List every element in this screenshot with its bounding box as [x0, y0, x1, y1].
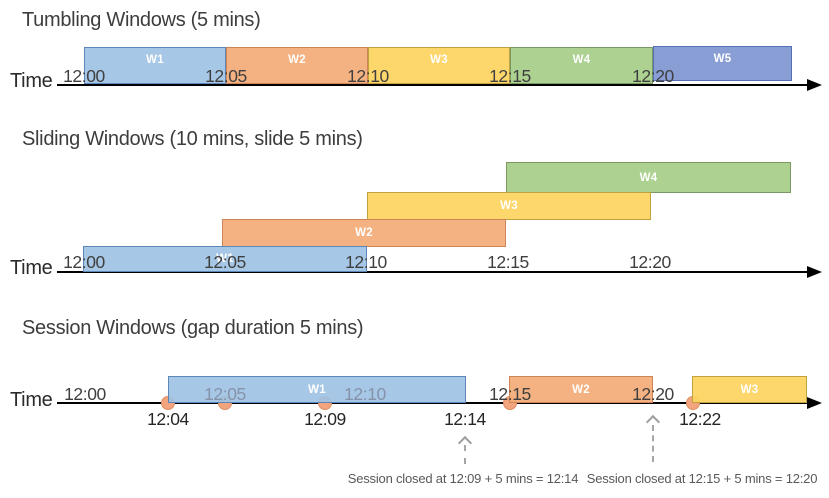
window-label: W1: [146, 54, 164, 66]
tumbling-tick: 12:20: [632, 66, 674, 86]
window-label: W3: [740, 383, 759, 396]
event-time-label: 12:22: [679, 409, 721, 429]
session-close-annotation-2: Session closed at 12:15 + 5 mins = 12:20: [586, 471, 818, 486]
tumbling-section-title: Tumbling Windows (5 mins): [22, 9, 261, 31]
dashed-callout-line: [464, 445, 466, 464]
window-label: W2: [288, 54, 306, 66]
sliding-time-axis-label: Time: [10, 257, 53, 279]
sliding-section-title: Sliding Windows (10 mins, slide 5 mins): [22, 128, 363, 150]
window-label: W3: [430, 54, 448, 66]
window-label: W5: [713, 53, 732, 65]
session-axis-arrowhead-icon: [807, 397, 822, 409]
tumbling-axis-arrowhead-icon: [807, 79, 822, 91]
sliding-tick: 12:00: [63, 252, 105, 272]
window-label: W2: [355, 227, 373, 239]
sliding-tick: 12:10: [345, 252, 387, 272]
event-time-label: 12:09: [304, 409, 346, 429]
sliding-tick: 12:15: [487, 252, 529, 272]
sliding-tick: 12:05: [204, 252, 246, 272]
session-window-w1: W1: [168, 376, 466, 403]
window-label: W4: [639, 171, 658, 184]
session-window-w3: W3: [692, 376, 807, 403]
session-time-axis: [57, 402, 809, 404]
session-tick: 12:05: [204, 384, 246, 404]
close-time-label: 12:14: [444, 409, 486, 429]
session-tick: 12:15: [489, 384, 531, 404]
session-close-annotation-1: Session closed at 12:09 + 5 mins = 12:14: [347, 471, 579, 486]
tumbling-tick: 12:00: [63, 66, 105, 86]
tumbling-window-w2: W2: [226, 47, 368, 84]
session-tick: 12:10: [344, 384, 386, 404]
window-label: W1: [308, 383, 326, 396]
sliding-window-w4: W4: [506, 162, 791, 193]
window-label: W4: [572, 54, 591, 66]
tumbling-tick: 12:15: [489, 66, 531, 86]
sliding-time-axis: [57, 271, 809, 273]
tumbling-window-w3: W3: [368, 47, 510, 84]
tumbling-tick: 12:10: [347, 66, 389, 86]
tumbling-window-w4: W4: [510, 47, 653, 84]
tumbling-window-w1: W1: [84, 47, 226, 84]
session-time-axis-label: Time: [10, 389, 53, 411]
window-label: W2: [572, 383, 590, 396]
sliding-tick: 12:20: [629, 252, 671, 272]
sliding-window-w2: W2: [222, 219, 506, 247]
tumbling-time-axis: [57, 84, 809, 86]
tumbling-time-axis-label: Time: [10, 70, 53, 92]
sliding-window-w3: W3: [367, 192, 651, 220]
session-tick: 12:00: [64, 384, 106, 404]
tumbling-tick: 12:05: [205, 66, 247, 86]
sliding-window-w1: W1: [83, 246, 367, 272]
tumbling-window-w5: W5: [653, 46, 792, 81]
window-label: W1: [216, 253, 234, 265]
session-section-title: Session Windows (gap duration 5 mins): [22, 317, 364, 339]
dashed-callout-line: [652, 425, 654, 462]
session-tick: 12:20: [632, 384, 674, 404]
sliding-axis-arrowhead-icon: [807, 266, 822, 278]
session-window-w2: W2: [509, 376, 653, 403]
event-time-label: 12:04: [147, 409, 189, 429]
window-label: W3: [500, 200, 518, 212]
